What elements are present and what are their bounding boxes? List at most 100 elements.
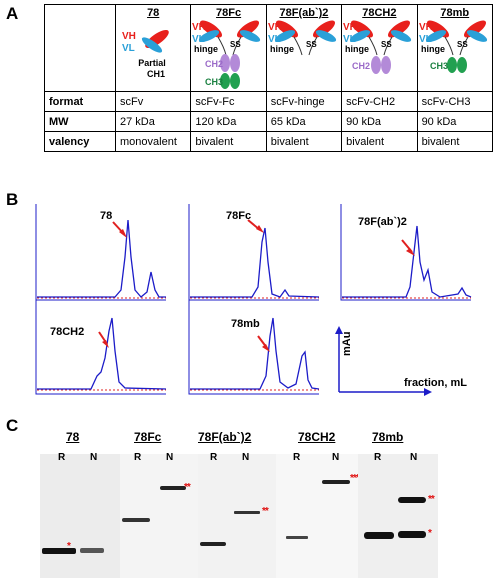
gel-title: 78F(ab`)2 (198, 430, 252, 444)
lane-label: R (374, 452, 382, 463)
chromatogram-78fab2 (340, 202, 472, 302)
scfv-ch3-diagram: VH VL hinge SS CH3 (419, 20, 487, 73)
table-cell: bivalent (341, 131, 418, 152)
chromatogram-label: 78mb (231, 318, 260, 330)
gel-title: 78CH2 (298, 430, 336, 444)
x-axis-label: fraction, mL (404, 377, 467, 389)
gel-title: 78mb (372, 430, 404, 444)
lane-label: N (166, 452, 174, 463)
construct-name: 78mb (440, 7, 470, 19)
chromatogram-label: 78 (100, 210, 113, 222)
svg-text:hinge: hinge (270, 44, 294, 54)
lane-label: R (134, 452, 142, 463)
table-cell: 120 kDa (190, 111, 267, 132)
table-cell: bivalent (416, 131, 494, 152)
table-cell: scFv-CH3 (416, 91, 494, 112)
scfv-ch2-diagram: VH VL hinge SS CH2 (343, 20, 412, 74)
construct-name: 78F(ab`)2 (279, 7, 329, 19)
lane-label: R (293, 452, 301, 463)
construct-name: 78Fc (216, 7, 242, 19)
row-label: format (44, 91, 116, 112)
star-marker: **** (350, 473, 363, 484)
row-label: MW (44, 111, 116, 132)
svg-text:SS: SS (306, 40, 317, 49)
chromatogram-label: 78Fc (226, 210, 252, 222)
gel-title: 78 (66, 430, 80, 444)
svg-text:VH: VH (192, 22, 206, 33)
table-cell: 65 kDa (265, 111, 343, 132)
scfv-fc-diagram: VH VL hinge SS CH2 CH3 (192, 20, 261, 89)
svg-text:VH: VH (343, 22, 357, 33)
y-axis-label: mAu (341, 331, 353, 356)
svg-text:VH: VH (268, 22, 282, 33)
partial-label: Partial (138, 58, 166, 68)
table-cell: monovalent (114, 131, 192, 152)
svg-text:hinge: hinge (421, 44, 445, 54)
gel-78mb (358, 454, 438, 578)
table-cell: 90 kDa (416, 111, 494, 132)
star-marker: ** (428, 494, 435, 505)
vl-label: VL (122, 43, 135, 54)
lane-label: R (58, 452, 66, 463)
svg-text:VL: VL (419, 34, 432, 45)
schematic-78fab2: 78F(ab`)2 VH VL hinge SS (265, 4, 343, 92)
table-cell: scFv (114, 91, 192, 112)
schematic-row: 78 VH VL Partial CH1 78Fc (44, 4, 494, 92)
schematic-78mb: 78mb VH VL hinge SS CH3 (416, 4, 494, 92)
schematic-78fc: 78Fc VH VL hinge SS CH2 CH3 (190, 4, 267, 92)
lane-label: N (242, 452, 250, 463)
svg-text:CH2: CH2 (352, 61, 370, 71)
table-cell: 90 kDa (341, 111, 418, 132)
construct-name: 78CH2 (362, 7, 397, 19)
svg-text:SS: SS (230, 40, 241, 49)
chromatogram-78mb (188, 296, 320, 396)
format-row: format scFv scFv-Fc scFv-hinge scFv-CH2 … (44, 91, 494, 112)
chromatogram-label: 78CH2 (50, 326, 85, 338)
table-cell: bivalent (265, 131, 343, 152)
svg-text:SS: SS (457, 40, 468, 49)
vh-label: VH (122, 31, 136, 42)
schematic-78: 78 VH VL Partial CH1 (114, 4, 192, 92)
format-table: 78 VH VL Partial CH1 78Fc (44, 4, 494, 152)
lane-label: N (410, 452, 418, 463)
chromatogram-78fc (188, 202, 320, 302)
svg-text:VL: VL (343, 34, 356, 45)
star-marker: * (428, 528, 432, 539)
table-cell: scFv-CH2 (341, 91, 418, 112)
scfv-diagram: VH VL Partial CH1 (122, 29, 169, 79)
svg-text:VL: VL (192, 34, 205, 45)
gel-title: 78Fc (134, 430, 162, 444)
svg-text:hinge: hinge (345, 44, 369, 54)
axis-legend (334, 326, 434, 396)
schematic-78ch2: 78CH2 VH VL hinge SS CH2 (341, 4, 418, 92)
lane-label: N (90, 452, 98, 463)
star-marker: ** (184, 482, 191, 493)
svg-text:VH: VH (419, 22, 433, 33)
svg-text:CH3: CH3 (430, 61, 448, 71)
corner-cell (44, 4, 116, 92)
panel-a-letter: A (6, 4, 19, 23)
table-cell: 27 kDa (114, 111, 192, 132)
construct-name: 78 (147, 7, 160, 19)
chromatogram-78ch2 (35, 296, 167, 396)
star-marker: * (67, 541, 71, 552)
chromatogram-label: 78F(ab`)2 (358, 216, 407, 228)
valency-row: valency monovalent bivalent bivalent biv… (44, 131, 494, 152)
gel-78fab2 (198, 454, 276, 578)
lane-label: R (210, 452, 218, 463)
row-label: valency (44, 131, 116, 152)
panel-c-letter: C (6, 416, 19, 435)
svg-text:CH3: CH3 (205, 77, 223, 87)
lane-label: N (332, 452, 340, 463)
gel-78ch2 (276, 454, 358, 578)
star-marker: ** (262, 506, 269, 517)
table-cell: scFv-Fc (190, 91, 267, 112)
panel-b-letter: B (6, 190, 19, 209)
scfv-hinge-diagram: VH VL hinge SS (268, 20, 336, 56)
svg-text:hinge: hinge (194, 44, 218, 54)
svg-text:CH2: CH2 (205, 59, 223, 69)
mw-row: MW 27 kDa 120 kDa 65 kDa 90 kDa 90 kDa (44, 111, 494, 132)
table-cell: bivalent (190, 131, 267, 152)
svg-text:SS: SS (381, 40, 392, 49)
table-cell: scFv-hinge (265, 91, 343, 112)
